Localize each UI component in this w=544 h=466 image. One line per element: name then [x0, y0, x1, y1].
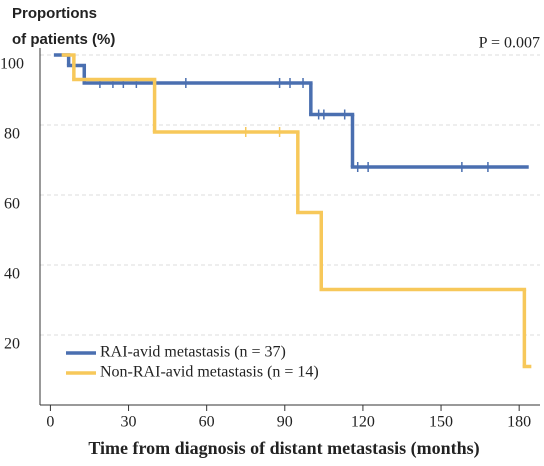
legend-label: Non-RAI-avid metastasis (n = 14)	[100, 364, 319, 381]
y-tick-label: 40	[4, 266, 20, 283]
x-tick-label: 90	[277, 414, 293, 431]
x-tick-label: 180	[507, 414, 531, 431]
x-axis-label: Time from diagnosis of distant metastasi…	[88, 438, 479, 459]
y-tick-label: 20	[4, 336, 20, 353]
y-axis-label: of patients (%)	[12, 31, 115, 48]
y-axis-label: Proportions	[12, 5, 97, 22]
y-tick-label: 100	[0, 56, 24, 73]
p-value: P = 0.007	[479, 35, 540, 52]
y-tick-label: 80	[4, 126, 20, 143]
legend-label: RAI-avid metastasis (n = 37)	[100, 344, 286, 361]
x-tick-label: 30	[121, 414, 137, 431]
x-tick-label: 0	[46, 414, 54, 431]
x-tick-label: 60	[199, 414, 215, 431]
x-tick-label: 120	[351, 414, 375, 431]
y-tick-label: 60	[4, 196, 20, 213]
x-tick-label: 150	[429, 414, 453, 431]
